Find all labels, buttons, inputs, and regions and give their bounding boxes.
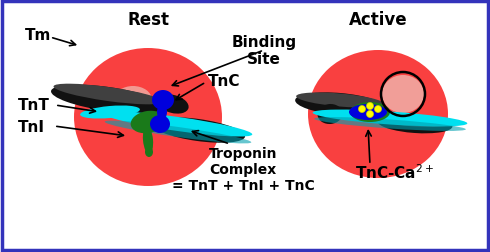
Ellipse shape bbox=[318, 105, 343, 124]
Ellipse shape bbox=[350, 103, 390, 122]
Circle shape bbox=[367, 111, 373, 118]
Ellipse shape bbox=[157, 95, 189, 114]
Text: TnC: TnC bbox=[208, 73, 241, 88]
Ellipse shape bbox=[157, 105, 167, 120]
Ellipse shape bbox=[53, 84, 163, 105]
Ellipse shape bbox=[114, 87, 152, 115]
Ellipse shape bbox=[80, 106, 140, 119]
Text: TnT: TnT bbox=[18, 97, 50, 112]
Text: Active: Active bbox=[349, 11, 407, 29]
Ellipse shape bbox=[151, 118, 245, 143]
Ellipse shape bbox=[378, 115, 452, 134]
Ellipse shape bbox=[51, 85, 165, 114]
Text: Troponin
Complex
= TnT + TnI + TnC: Troponin Complex = TnT + TnI + TnC bbox=[172, 146, 315, 193]
Ellipse shape bbox=[143, 127, 153, 154]
Ellipse shape bbox=[145, 147, 153, 158]
Text: Rest: Rest bbox=[127, 11, 169, 29]
Ellipse shape bbox=[379, 115, 451, 128]
Text: TnI: TnI bbox=[18, 119, 45, 134]
Ellipse shape bbox=[295, 93, 385, 116]
Circle shape bbox=[374, 106, 382, 113]
Ellipse shape bbox=[150, 115, 170, 134]
Ellipse shape bbox=[131, 111, 165, 134]
Text: TnC-Ca$^{2+}$: TnC-Ca$^{2+}$ bbox=[355, 163, 434, 182]
Circle shape bbox=[359, 106, 366, 113]
Ellipse shape bbox=[382, 76, 424, 114]
Ellipse shape bbox=[153, 118, 243, 136]
Ellipse shape bbox=[74, 49, 222, 186]
Ellipse shape bbox=[313, 110, 467, 127]
Ellipse shape bbox=[104, 112, 252, 137]
Ellipse shape bbox=[349, 105, 387, 120]
FancyBboxPatch shape bbox=[2, 2, 488, 250]
Text: Binding
Site: Binding Site bbox=[231, 35, 296, 67]
Ellipse shape bbox=[105, 121, 251, 144]
Ellipse shape bbox=[296, 93, 384, 108]
Circle shape bbox=[367, 103, 373, 110]
Ellipse shape bbox=[308, 51, 448, 178]
Ellipse shape bbox=[152, 91, 174, 111]
Text: Tm: Tm bbox=[25, 27, 51, 42]
Ellipse shape bbox=[314, 118, 466, 132]
